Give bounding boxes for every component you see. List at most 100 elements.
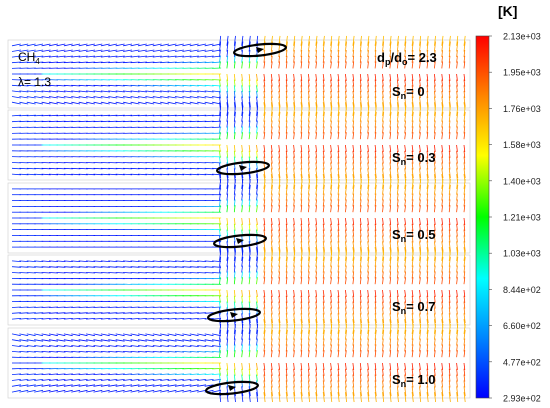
velocity-vector [233,223,236,231]
velocity-vector [167,120,177,123]
velocity-vector [389,126,392,134]
velocity-vector [359,313,362,324]
velocity-vector [233,217,236,225]
velocity-vector [263,90,266,98]
velocity-vector [456,61,458,69]
velocity-vector [115,260,125,262]
velocity-vector [100,351,110,353]
velocity-vector [404,374,406,382]
velocity-vector [226,144,229,152]
velocity-vector [182,173,192,176]
velocity-vector [278,162,280,170]
velocity-vector [456,144,458,152]
velocity-vector [426,235,429,243]
velocity-vector [256,96,259,107]
velocity-vector [270,162,273,170]
velocity-vector [411,162,414,170]
velocity-vector [145,55,155,58]
velocity-vector [448,250,451,261]
velocity-vector [219,150,221,158]
velocity-vector [152,55,162,58]
velocity-vector [352,132,355,140]
velocity-vector [285,73,288,81]
unit-label: [K] [498,3,517,19]
velocity-vector [293,338,295,346]
velocity-vector [441,55,443,63]
velocity-vector [300,313,303,324]
velocity-vector [374,241,377,252]
velocity-vector [359,132,362,140]
velocity-vector [152,333,162,337]
velocity-vector [345,111,347,122]
velocity-vector [278,96,281,107]
velocity-vector [34,114,44,117]
velocity-vector [212,266,222,268]
velocity-vector [337,50,340,58]
velocity-vector [174,61,185,64]
velocity-vector [256,329,259,340]
velocity-vector [382,73,384,81]
velocity-vector [315,256,318,267]
velocity-vector [434,256,436,267]
velocity-vector [441,105,444,116]
velocity-vector [270,150,273,158]
velocity-vector [56,61,66,64]
velocity-vector [308,313,310,324]
velocity-vector [189,312,199,314]
velocity-vector [382,392,385,403]
velocity-vector [389,50,392,58]
velocity-vector [167,49,177,52]
velocity-vector [448,271,451,279]
velocity-vector [456,120,458,128]
velocity-vector [419,265,421,273]
velocity-vector [137,120,147,123]
velocity-vector [419,362,421,370]
velocity-vector [108,379,118,381]
velocity-vector [389,362,392,370]
velocity-vector [374,307,377,315]
velocity-vector [123,272,133,274]
velocity-vector [108,318,118,320]
velocity-vector [434,96,436,107]
velocity-vector [233,368,236,376]
velocity-vector [270,289,273,297]
velocity-vector [352,217,355,225]
velocity-vector [167,389,177,393]
recirculation-vortex [213,233,267,249]
velocity-vector [71,345,81,347]
velocity-vector [56,318,66,320]
velocity-vector [48,318,59,320]
velocity-vector [434,289,436,297]
velocity-vector [389,105,392,116]
velocity-vector [419,96,422,107]
velocity-vector [226,256,229,267]
velocity-vector [285,229,288,237]
velocity-vector [456,241,459,252]
velocity-vector [389,184,392,195]
velocity-vector [463,217,466,225]
velocity-vector [426,55,429,63]
velocity-vector [322,205,325,213]
velocity-vector [315,61,317,69]
velocity-vector [382,223,384,231]
velocity-vector [396,73,399,81]
velocity-vector [330,120,332,128]
velocity-vector [256,271,258,279]
velocity-vector [396,256,399,267]
velocity-vector [441,386,444,397]
velocity-vector [241,350,243,358]
velocity-vector [337,120,340,128]
velocity-vector [293,386,296,397]
velocity-vector [86,379,96,381]
velocity-vector [396,205,399,213]
velocity-vector [256,90,258,98]
velocity-vector [441,329,444,340]
vector-field [11,323,466,403]
velocity-vector [285,350,288,358]
velocity-vector [322,229,325,237]
velocity-vector [160,114,170,117]
velocity-vector [152,114,162,117]
velocity-vector [330,217,332,225]
velocity-vector [115,272,125,274]
velocity-vector [41,61,51,64]
